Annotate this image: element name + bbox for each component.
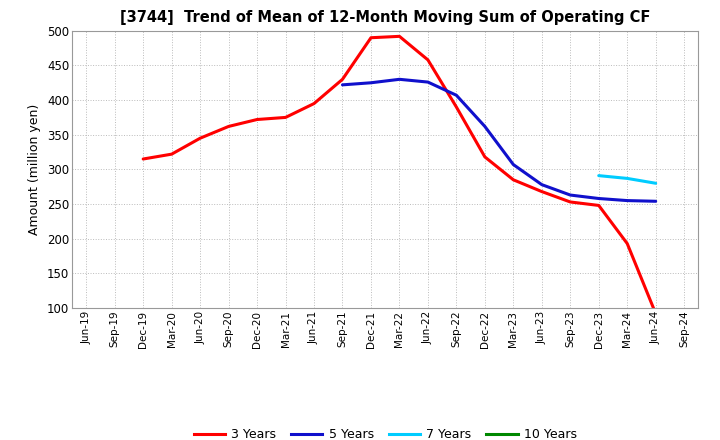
Y-axis label: Amount (million yen): Amount (million yen) — [28, 104, 42, 235]
Legend: 3 Years, 5 Years, 7 Years, 10 Years: 3 Years, 5 Years, 7 Years, 10 Years — [189, 423, 582, 440]
Title: [3744]  Trend of Mean of 12-Month Moving Sum of Operating CF: [3744] Trend of Mean of 12-Month Moving … — [120, 11, 650, 26]
